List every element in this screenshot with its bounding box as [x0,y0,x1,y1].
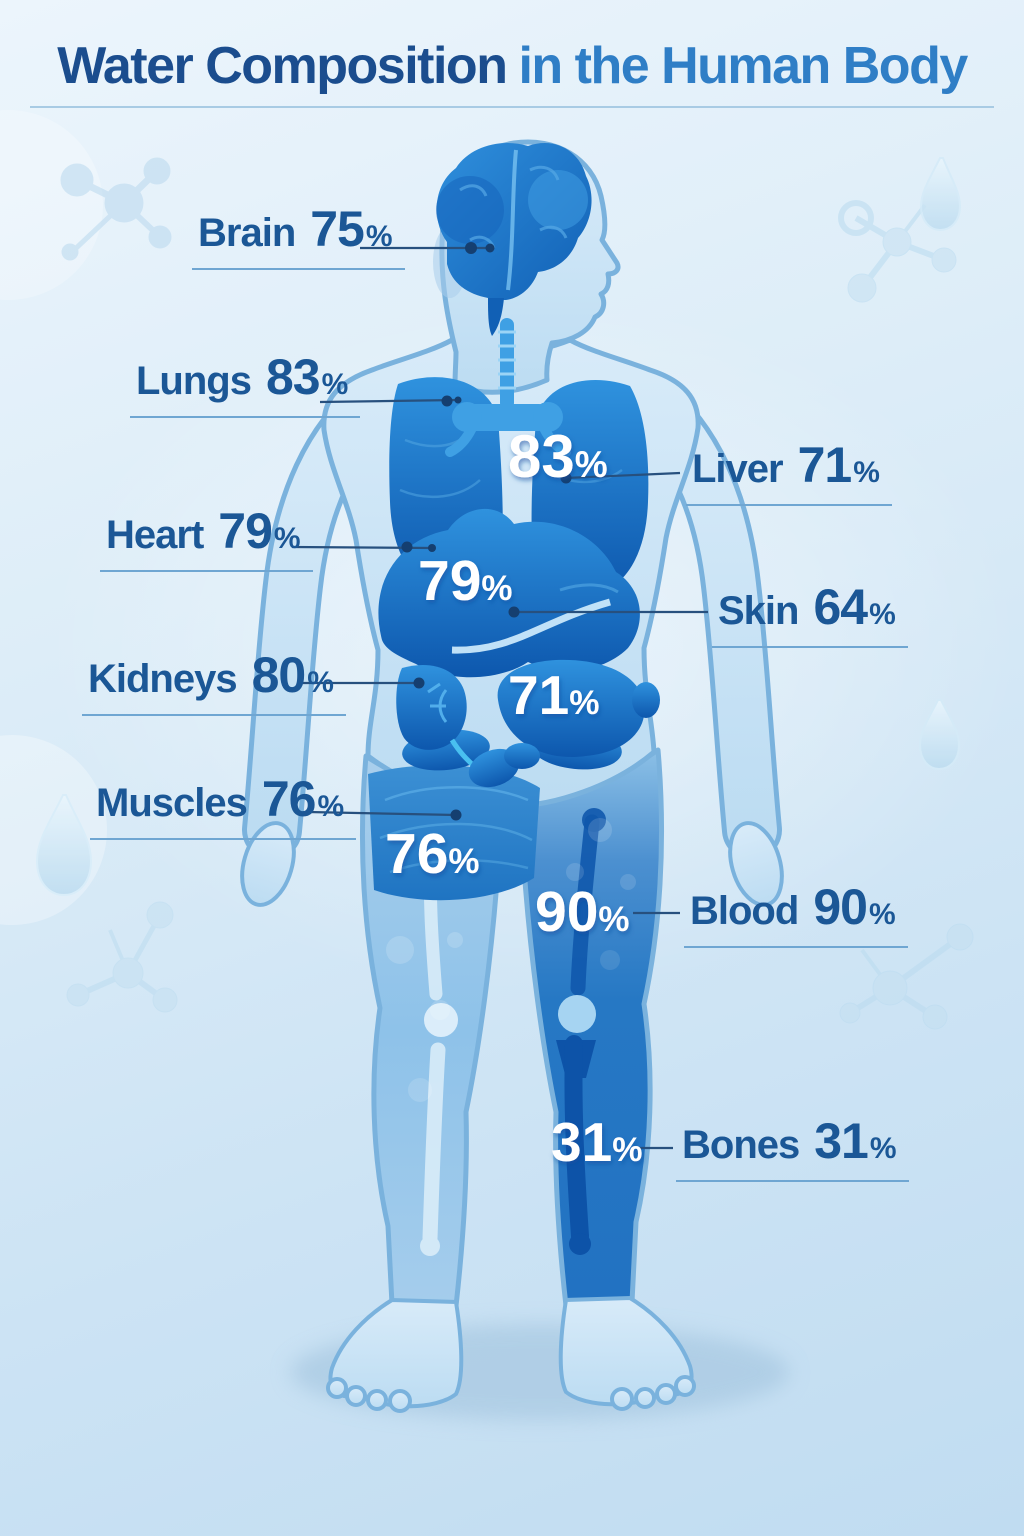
trachea [445,318,571,457]
callout-blood: Blood 90% [684,878,908,948]
blood-body-value: 90% [535,880,630,944]
bubble-decorations [386,818,636,1102]
water-drop-icon [918,699,961,771]
callout-kidneys-name: Kidneys [88,657,238,701]
callout-kidneys-unit: % [307,666,334,699]
muscles-organ [368,765,540,901]
callout-blood-unit: % [868,898,896,931]
page-title: Water Composition in the Human Body [0,36,1024,96]
callout-bones: Bones 31% [676,1112,909,1182]
callout-muscles-value: 76 [261,771,317,827]
callout-kidneys: Kidneys 80% [82,646,346,716]
leader-dots [401,242,572,821]
callout-blood-value: 90 [813,879,868,935]
muscles-body-value: 76% [385,822,480,886]
callout-bones-value: 31 [814,1113,869,1169]
callout-liver-value: 71 [797,437,853,493]
callout-bones-name: Bones [682,1123,800,1167]
callout-lungs-unit: % [321,368,349,401]
callout-heart: Heart 79% [100,502,313,572]
callout-lungs-value: 83 [265,349,321,405]
feet [326,1295,696,1413]
water-drop-icon [919,157,962,232]
callout-liver-unit: % [853,456,880,489]
bones-body-value: 31% [551,1111,642,1173]
callout-muscles-unit: % [317,790,345,823]
callout-brain-unit: % [365,220,393,253]
callout-brain-name: Brain [198,211,296,255]
callout-skin: Skin 64% [712,578,908,648]
callout-skin-value: 64 [813,579,868,635]
title-divider [30,106,994,108]
callout-lungs: Lungs 83% [130,348,361,418]
heart-body-value: 79% [418,549,513,613]
title-secondary: in the Human Body [518,37,968,95]
lungs-body-value: 83% [508,423,608,490]
molecule-icon [60,157,172,261]
stomach-liver-organ [378,508,640,678]
callout-lungs-name: Lungs [136,359,252,403]
brain-organ [436,142,592,336]
callout-skin-unit: % [869,598,896,631]
kidneys-organ [396,664,520,788]
callout-bones-unit: % [869,1132,897,1165]
callout-brain: Brain 75% [192,200,405,270]
molecule-icon [839,923,974,1030]
callout-muscles: Muscles 76% [90,770,357,840]
intestines-organ [497,659,660,769]
right-leg-bones [556,808,606,1255]
callout-skin-name: Skin [718,589,799,633]
title-primary: Water Composition [57,37,508,95]
callout-heart-unit: % [273,522,301,555]
soft-glow [0,110,103,300]
callout-blood-name: Blood [690,889,799,933]
molecule-icon [838,200,957,303]
callout-kidneys-value: 80 [251,647,307,703]
background-decorations [0,110,974,1030]
callout-muscles-name: Muscles [96,781,248,825]
water-drop-icon [35,794,93,897]
body-percentages: 83% 79% 71% 76% 90% 31% [385,423,642,1173]
callout-heart-value: 79 [218,503,273,559]
callout-liver: Liver 71% [686,436,892,506]
callout-liver-name: Liver [692,447,784,491]
intestines-body-value: 71% [508,664,599,726]
callout-heart-name: Heart [106,513,204,557]
callout-brain-value: 75 [310,201,365,257]
molecule-icon [66,901,178,1013]
